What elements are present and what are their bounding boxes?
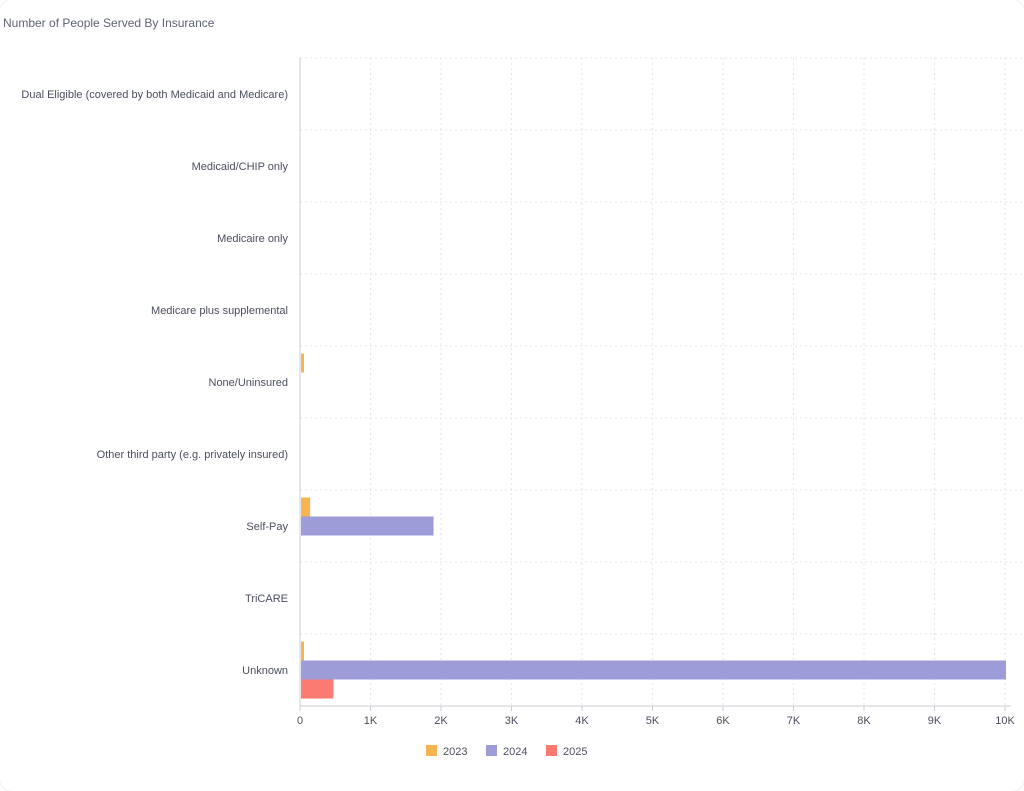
legend-swatch <box>546 745 557 756</box>
y-tick-label: Medicare plus supplemental <box>151 305 288 317</box>
bar-2023-9[interactable] <box>301 641 304 661</box>
y-tick-label: None/Uninsured <box>209 377 289 389</box>
legend-label: 2023 <box>443 746 467 758</box>
x-tick-label: 9K <box>928 715 942 727</box>
chart-title: Number of People Served By Insurance <box>3 16 215 30</box>
y-tick-label: Medicaid/CHIP only <box>192 161 289 173</box>
grid-layer <box>300 57 1024 706</box>
x-tick-label: 7K <box>787 715 801 727</box>
x-tick-label: 4K <box>575 715 589 727</box>
bar-2025-9[interactable] <box>301 679 334 699</box>
bar-2024-7[interactable] <box>301 516 434 536</box>
legend-item-2025[interactable]: 2025 <box>546 745 587 758</box>
y-tick-label: Dual Eligible (covered by both Medicaid … <box>21 89 288 101</box>
bar-2023-5[interactable] <box>301 353 304 373</box>
bar-2023-7[interactable] <box>301 497 311 517</box>
legend-item-2023[interactable]: 2023 <box>426 745 467 758</box>
axis-layer: Dual Eligible (covered by both Medicaid … <box>21 58 1015 727</box>
y-tick-label: Self-Pay <box>246 521 288 533</box>
x-tick-label: 1K <box>364 715 378 727</box>
legend-label: 2025 <box>563 746 587 758</box>
bar-layer <box>301 353 1006 699</box>
y-tick-label: Other third party (e.g. privately insure… <box>97 449 288 461</box>
legend-label: 2024 <box>503 746 527 758</box>
x-tick-label: 2K <box>434 715 448 727</box>
legend[interactable]: 2023 2024 2025 <box>426 745 587 758</box>
x-tick-label: 10K <box>995 715 1015 727</box>
x-tick-label: 5K <box>646 715 660 727</box>
y-tick-label: Unknown <box>242 665 288 677</box>
legend-item-2024[interactable]: 2024 <box>486 745 527 758</box>
x-tick-label: 3K <box>505 715 519 727</box>
x-tick-label: 6K <box>716 715 730 727</box>
bar-2024-9[interactable] <box>301 660 1006 680</box>
x-tick-label: 8K <box>857 715 871 727</box>
y-tick-label: TriCARE <box>245 593 288 605</box>
legend-swatch <box>486 745 497 756</box>
legend-swatch <box>426 745 437 756</box>
x-tick-label: 0 <box>297 715 303 727</box>
y-tick-label: Medicaire only <box>217 233 288 245</box>
